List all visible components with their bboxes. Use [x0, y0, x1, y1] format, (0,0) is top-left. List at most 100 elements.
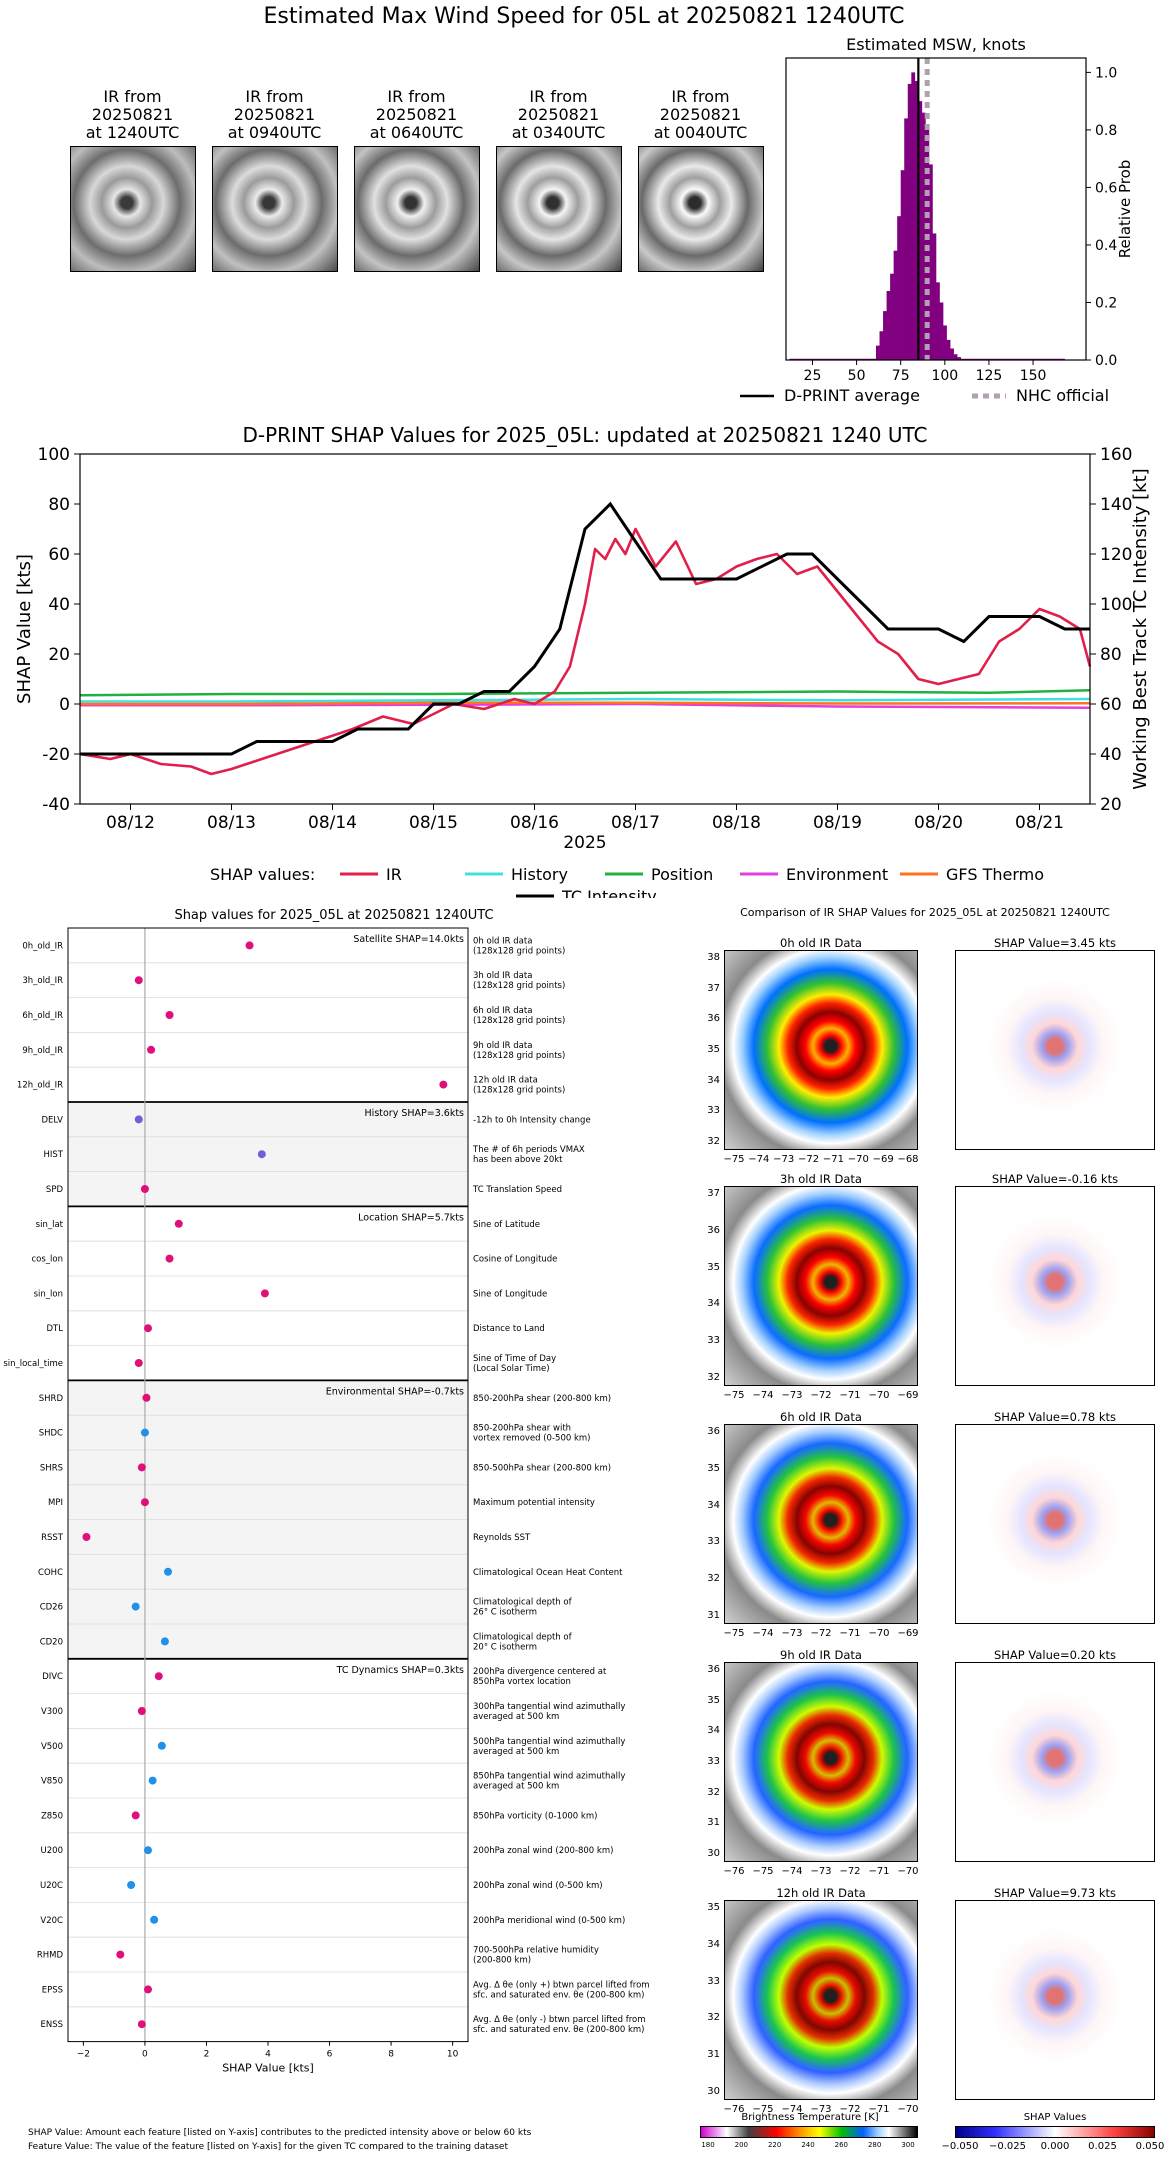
brightness-colorbar-tick-label: 220	[767, 2141, 782, 2149]
feature-shap-point	[164, 1567, 172, 1576]
histogram-bar	[936, 282, 940, 360]
histogram-bar	[946, 339, 951, 360]
ir-thumbnail-label-line: at 0040UTC	[653, 123, 748, 142]
histogram-frame	[785, 57, 1087, 361]
feature-description: 0h old IR data (128x128 grid points)	[473, 936, 565, 956]
timeseries-xtick-label: 08/12	[106, 813, 155, 833]
ir-panel-ytick-label: 33	[707, 1105, 720, 1117]
feature-group-label: TC Dynamics SHAP=0.3kts	[336, 1665, 464, 1676]
feature-shap-point	[137, 1463, 146, 1472]
ir-panel-ytick-label: 32	[707, 1372, 720, 1383]
ir-brightness-panel	[724, 1662, 918, 1862]
histogram-bar	[900, 170, 905, 360]
ir-panel-ytick-label: 33	[707, 1335, 720, 1347]
ir-thumbnail-image	[496, 146, 622, 272]
ir-panel-ytick-label: 33	[707, 1975, 720, 1987]
feature-shap-point	[127, 1881, 136, 1889]
timeseries-ytick-label: -40	[42, 795, 70, 815]
brightness-colorbar-tick-label: 300	[901, 2141, 915, 2149]
feature-shap-point	[116, 1950, 125, 1959]
feature-group-label: Satellite SHAP=14.0kts	[353, 934, 464, 945]
timeseries-ytick-label: 20	[48, 645, 70, 665]
timeseries-xtick-label: 08/14	[308, 813, 357, 833]
ir-panel-xtick-label: −73	[773, 1154, 795, 1165]
histogram-xtick-label: 125	[976, 368, 1003, 384]
legend-label-tc-intensity: TC Intensity	[561, 887, 657, 898]
legend-label: History	[511, 865, 568, 884]
ir-thumbnail-label-line: 20250821	[375, 105, 458, 124]
ir-panel-ytick-label: 35	[707, 1694, 720, 1706]
feature-description: Climatological Ocean Heat Content	[473, 1568, 623, 1578]
ir-panel-xtick-label: −71	[868, 1866, 890, 1877]
feature-shap-point	[144, 1985, 152, 1994]
ir-thumbnail-image	[70, 146, 196, 272]
feature-description: Avg. Δ θe (only +) btwn parcel lifted fr…	[473, 1980, 650, 2000]
ir-thumbnail-label-line: IR from	[387, 87, 446, 106]
ir-thumbnail-label-line: 20250821	[91, 105, 174, 124]
feature-name: sin_lon	[34, 1289, 63, 1299]
ir-panel-xtick-label: −71	[839, 1628, 861, 1639]
ir-panel-xtick-label: −70	[868, 1628, 890, 1639]
feature-name: DTL	[47, 1324, 64, 1334]
feature-xtick-label: −2	[77, 2050, 90, 2060]
feature-description: 9h old IR data (128x128 grid points)	[473, 1041, 565, 1061]
ir-panel-ytick-label: 32	[707, 1573, 720, 1585]
timeseries-ytick-label: 80	[48, 495, 70, 515]
feature-shap-point	[134, 976, 143, 985]
ir-panel-xtick-label: −74	[781, 2104, 803, 2115]
ir-panel-xtick-label: −72	[839, 2104, 861, 2115]
feature-description: Climatological depth of 26° C isotherm	[473, 1598, 573, 1618]
feature-shap-point	[142, 1393, 151, 1402]
footnote-feature-value: Feature Value: The value of the feature …	[28, 2142, 509, 2152]
histogram-ytick-label: 0.4	[1095, 238, 1117, 254]
legend-nhc-label: NHC official	[1016, 386, 1109, 405]
feature-name: cos_lon	[31, 1255, 63, 1265]
ir-panel-ytick-label: 37	[707, 1188, 720, 1199]
timeseries-xtick-label: 08/21	[1015, 813, 1064, 833]
ir-thumbnail-label-line: 20250821	[659, 105, 742, 124]
ir-panel-xtick-label: −75	[723, 1390, 745, 1401]
ir-panel-xtick-label: −74	[781, 1866, 803, 1877]
timeseries-xtick-label: 08/13	[207, 813, 256, 833]
ir-thumbnail-label-line: IR from	[103, 87, 162, 106]
feature-name: COHC	[38, 1568, 63, 1578]
ir-thumbnail-label-line: at 0340UTC	[511, 123, 606, 142]
shap-heatmap-panel	[955, 950, 1155, 1150]
feature-description: 850hPa tangential wind azimuthally averag…	[473, 1772, 625, 1792]
feature-name: SHRD	[39, 1394, 64, 1404]
msw-histogram-chart: Estimated MSW, knots 25 50 75 100 125 150 0.0 0.…	[740, 35, 1134, 405]
feature-shap-point	[439, 1080, 448, 1089]
feature-description: -12h to 0h Intensity change	[473, 1115, 591, 1125]
timeseries-y2label: Working Best Track TC Intensity [kt]	[1130, 468, 1151, 789]
ir-panel-xtick-label: −74	[748, 1154, 770, 1165]
feature-description: 12h old IR data (128x128 grid points)	[473, 1076, 565, 1096]
ir-panel-xtick-label: −69	[897, 1628, 919, 1639]
shap-heatmap-panel	[955, 1424, 1155, 1624]
ir-brightness-panel	[724, 950, 918, 1150]
ir-panel-xtick-label: −72	[810, 1390, 832, 1401]
ir-panel-xtick-label: −75	[723, 1154, 745, 1165]
shap-timeseries-chart: D-PRINT SHAP Values for 2025_05L: update…	[14, 423, 1151, 898]
ir-thumbnail-label: IR from 20250821 at 0340UTC	[486, 88, 631, 142]
histogram-ytick-label: 0.8	[1095, 123, 1117, 139]
histogram-xtick-label: 25	[804, 368, 822, 384]
ir-panel-ytick-label: 35	[707, 1462, 720, 1474]
timeseries-ytick-label: 60	[48, 545, 70, 565]
feature-name: DELV	[41, 1115, 63, 1125]
shap-panel-title: SHAP Value=0.78 kts	[993, 1410, 1117, 1424]
feature-shap-point	[165, 1011, 174, 1019]
shap-panel-title: SHAP Value=3.45 kts	[993, 936, 1117, 950]
ir-panel-xtick-label: −72	[839, 1866, 861, 1877]
shap-colorbar-tick-label: 0.000	[1040, 2141, 1070, 2152]
feature-xtick-label: 8	[388, 2050, 394, 2060]
feature-description: 300hPa tangential wind azimuthally averag…	[473, 1702, 625, 1722]
histogram-bar	[897, 216, 902, 360]
ir-thumbnail-label-line: at 1240UTC	[85, 123, 180, 142]
ir-panel-xtick-label: −73	[810, 2104, 832, 2115]
ir-panel-xtick-label: −71	[839, 1390, 861, 1401]
feature-description: 200hPa meridional wind (0-500 km)	[473, 1916, 625, 1926]
timeseries-y2tick-label: 80	[1100, 645, 1122, 665]
feature-xtick-label: 10	[447, 2050, 459, 2060]
feature-name: 3h_old_IR	[22, 976, 63, 986]
shap-panel-title: SHAP Value=9.73 kts	[993, 1886, 1117, 1900]
